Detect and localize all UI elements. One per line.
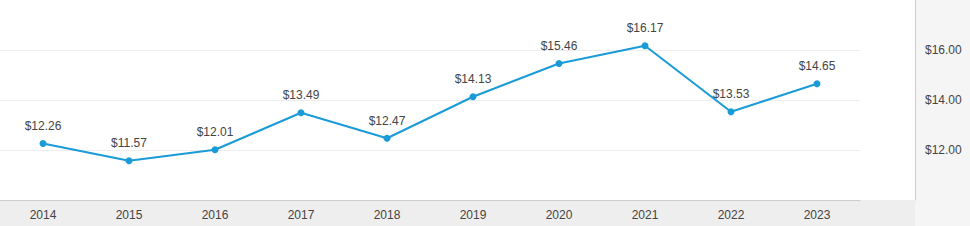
svg-text:2022: 2022 (718, 208, 745, 222)
svg-text:$16.17: $16.17 (627, 21, 664, 35)
svg-text:$13.53: $13.53 (713, 87, 750, 101)
svg-text:2021: 2021 (632, 208, 659, 222)
svg-text:$12.26: $12.26 (25, 119, 62, 133)
svg-text:$15.46: $15.46 (541, 39, 578, 53)
svg-text:$14.13: $14.13 (455, 72, 492, 86)
svg-text:$16.00: $16.00 (925, 43, 962, 57)
svg-text:2016: 2016 (202, 208, 229, 222)
svg-text:$12.01: $12.01 (197, 125, 234, 139)
svg-text:$11.57: $11.57 (111, 136, 147, 150)
svg-text:$13.49: $13.49 (283, 88, 320, 102)
svg-text:2017: 2017 (288, 208, 315, 222)
svg-text:2023: 2023 (804, 208, 831, 222)
svg-text:2014: 2014 (30, 208, 57, 222)
svg-text:$14.65: $14.65 (799, 59, 836, 73)
svg-text:2019: 2019 (460, 208, 487, 222)
svg-text:2020: 2020 (546, 208, 573, 222)
svg-text:$14.00: $14.00 (925, 93, 962, 107)
svg-text:2015: 2015 (116, 208, 143, 222)
svg-text:$12.00: $12.00 (925, 143, 962, 157)
svg-text:$12.47: $12.47 (369, 114, 406, 128)
svg-text:2018: 2018 (374, 208, 401, 222)
